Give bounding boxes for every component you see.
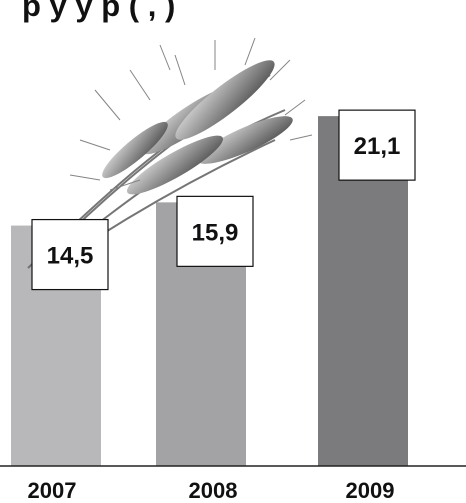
value-label-box-2009 [338,109,416,181]
chart-title: р у у р ( , ) [22,0,175,23]
category-label-2009: 2009 [346,478,395,503]
value-label-2008: 15,9 [192,219,239,246]
category-label-2007: 2007 [28,478,77,503]
value-label-2007: 14,5 [47,243,94,270]
labels-group: 14,5 2007 15,9 2008 21,1 2009 [28,109,416,503]
value-label-2009: 21,1 [354,133,401,160]
value-label-box-2007 [31,218,109,291]
category-label-2008: 2008 [189,478,238,503]
value-label-box-2008 [176,195,254,267]
